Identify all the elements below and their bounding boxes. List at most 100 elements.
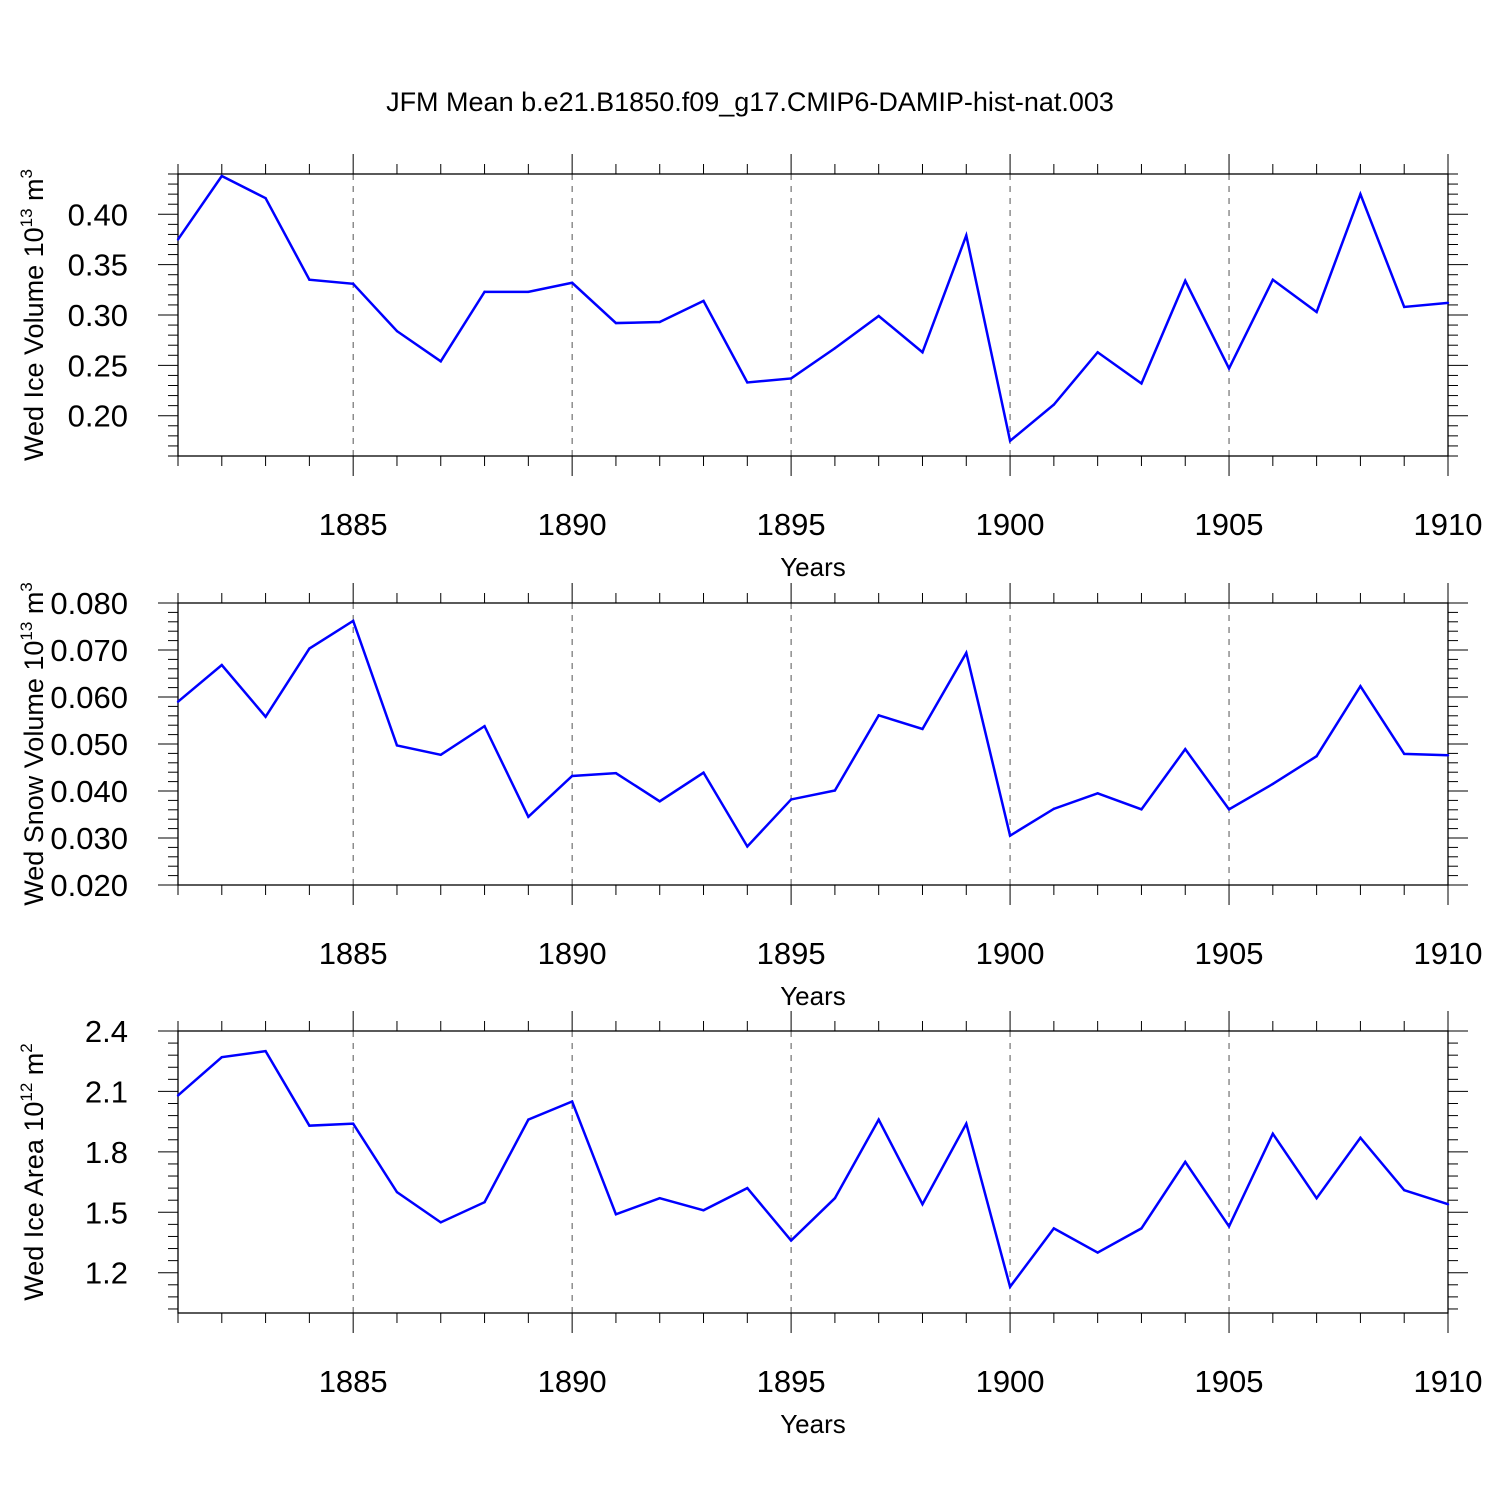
data-point <box>1008 439 1012 443</box>
data-point <box>1359 1136 1362 1139</box>
y-tick-label: 0.070 <box>50 633 128 668</box>
data-point <box>264 715 267 718</box>
y-axis-label-part: m <box>19 1053 49 1083</box>
data-point <box>1315 1196 1318 1200</box>
y-axis-label-part: 3 <box>17 169 36 178</box>
data-point <box>1008 1285 1012 1289</box>
x-tick-label: 1900 <box>976 1364 1045 1399</box>
data-point <box>1403 1188 1406 1192</box>
y-axis-label-part: m <box>19 178 49 208</box>
y-axis-label-part: Wed Ice Volume 10 <box>19 227 49 461</box>
data-point <box>176 238 180 241</box>
data-point <box>1184 1160 1187 1164</box>
data-point <box>1227 1225 1231 1228</box>
data-point <box>308 1124 311 1127</box>
data-point <box>1315 755 1318 758</box>
data-point <box>877 1118 880 1121</box>
figure-title: JFM Mean b.e21.B1850.f09_g17.CMIP6-DAMIP… <box>386 87 1114 117</box>
y-axis-label-part: Wed Ice Area 10 <box>19 1102 49 1301</box>
chart-panel-3: 1.2 1.5 1.8 2.1 2.4 1885 1890 1895 1900 1905 1910 Y… <box>17 1011 1482 1439</box>
data-point <box>483 724 486 728</box>
x-tick-label: 1885 <box>319 1364 388 1399</box>
data-point <box>921 351 924 354</box>
y-axis-label-part: 13 <box>17 208 36 227</box>
y-tick-label: 0.30 <box>68 298 128 333</box>
data-point <box>1052 1227 1056 1230</box>
data-point <box>921 1203 924 1206</box>
data-point <box>527 290 530 294</box>
data-point <box>702 1209 705 1212</box>
data-point <box>1271 278 1275 281</box>
y-axis-label-part: 2 <box>17 1043 36 1052</box>
y-tick-label: 0.40 <box>68 197 128 232</box>
data-point <box>1446 1203 1450 1206</box>
data-point <box>1446 301 1450 305</box>
data-point <box>1359 684 1362 688</box>
data-point <box>1271 782 1275 786</box>
data-point <box>833 347 837 350</box>
data-point <box>439 1221 442 1224</box>
series-line <box>177 1049 1449 1290</box>
data-point <box>483 290 486 294</box>
data-point <box>1227 808 1231 811</box>
data-point <box>1403 305 1406 309</box>
data-point <box>702 771 705 774</box>
x-tick-label: 1900 <box>976 936 1045 971</box>
y-tick-label: 2.4 <box>85 1014 128 1049</box>
data-point <box>1140 808 1143 811</box>
data-point <box>1271 1132 1275 1135</box>
data-point <box>1096 1251 1099 1254</box>
data-point <box>1315 310 1318 314</box>
x-tick-label: 1905 <box>1195 936 1264 971</box>
y-axis-label: Wed Ice Volume 1013 m3 <box>17 169 49 461</box>
x-axis-label: Years <box>780 981 846 1011</box>
data-point <box>1227 367 1231 370</box>
data-point <box>351 1122 355 1125</box>
data-point <box>220 663 223 667</box>
data-point <box>1140 382 1143 385</box>
data-point <box>789 377 793 380</box>
data-point <box>658 320 661 324</box>
data-point <box>1184 279 1187 282</box>
x-tick-label: 1895 <box>757 1364 826 1399</box>
data-point <box>921 727 924 731</box>
y-tick-label: 2.1 <box>85 1074 128 1109</box>
y-tick-label: 0.20 <box>68 399 128 434</box>
data-point <box>351 619 355 623</box>
data-point <box>746 381 749 384</box>
x-tick-label: 1905 <box>1195 507 1264 542</box>
plot-frame <box>177 602 1449 886</box>
y-tick-label: 0.060 <box>50 680 128 715</box>
data-point <box>746 845 749 848</box>
data-point <box>746 1186 749 1190</box>
x-tick-label: 1895 <box>757 507 826 542</box>
y-tick-label: 0.040 <box>50 774 128 809</box>
data-point <box>877 714 880 717</box>
data-point <box>1052 807 1056 811</box>
data-point <box>176 700 180 703</box>
data-point <box>395 1190 399 1194</box>
data-point <box>965 1122 968 1125</box>
y-tick-label: 1.2 <box>85 1256 128 1291</box>
x-tick-label: 1885 <box>319 936 388 971</box>
data-point <box>789 798 793 801</box>
data-point <box>658 800 661 803</box>
y-axis-label: Wed Snow Volume 1013 m3 <box>17 582 49 906</box>
chart-panel-2: 0.020 0.030 0.040 0.050 0.060 0.070 0.080 1885 1… <box>17 582 1482 1011</box>
data-point <box>220 1055 223 1059</box>
data-point <box>351 282 355 285</box>
y-tick-label: 0.080 <box>50 586 128 621</box>
x-tick-label: 1910 <box>1414 936 1483 971</box>
y-tick-label: 1.8 <box>85 1135 128 1170</box>
data-point <box>220 174 223 178</box>
chart-panel-1: 0.20 0.25 0.30 0.35 0.40 1885 1890 1895 1900 1905… <box>17 154 1482 582</box>
data-point <box>1096 792 1099 795</box>
data-point <box>1184 747 1187 751</box>
x-tick-label: 1890 <box>538 507 607 542</box>
data-point <box>570 1100 574 1103</box>
data-point <box>614 771 618 775</box>
plot-frame <box>177 1030 1449 1314</box>
data-point <box>527 815 530 819</box>
y-axis-label-part: 12 <box>17 1083 36 1102</box>
data-point <box>1446 754 1450 757</box>
